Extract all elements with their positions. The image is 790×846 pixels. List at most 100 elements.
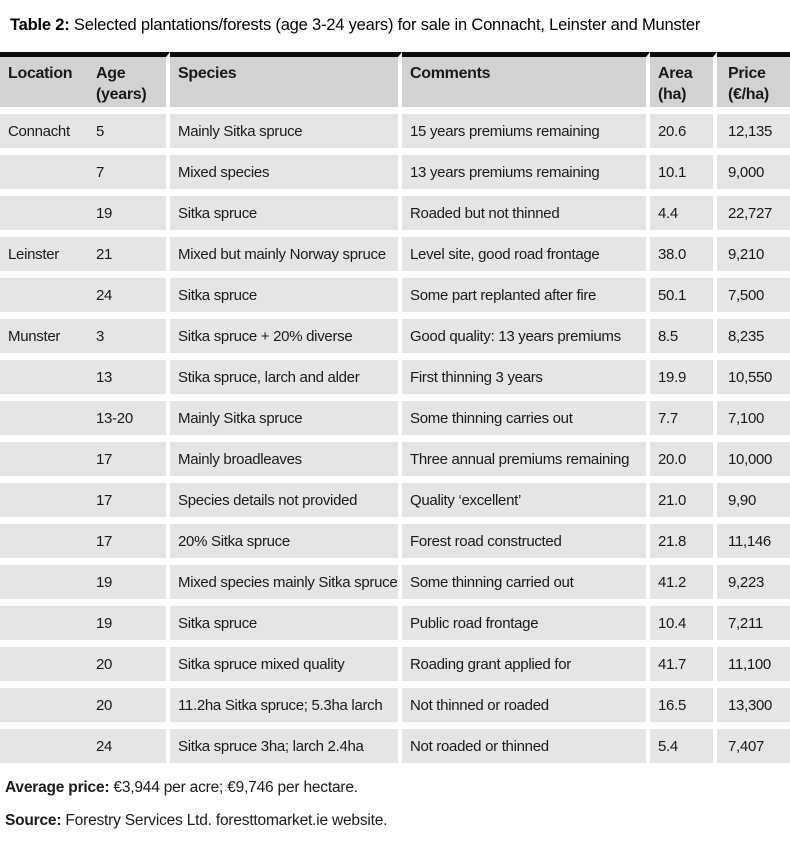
average-price-text: €3,944 per acre; €9,746 per hectare.	[109, 778, 358, 796]
cell-age: 5	[88, 114, 170, 148]
cell-species: Mainly broadleaves	[170, 442, 402, 476]
cell-age: 24	[88, 729, 170, 763]
cell-area: 19.9	[650, 360, 717, 394]
cell-comments: Roading grant applied for	[402, 647, 650, 681]
cell-area: 7.7	[650, 401, 717, 435]
cell-area: 41.2	[650, 565, 717, 599]
cell-comments: Some thinning carries out	[402, 401, 650, 435]
header-area-line2: (ha)	[658, 85, 687, 103]
table-body: Connacht 5 Mainly Sitka spruce 15 years pre…	[0, 114, 790, 763]
table-row: 13-20 Mainly Sitka spruce Some thinning ca…	[0, 401, 790, 435]
table-row: Munster 3 Sitka spruce + 20% diverse Good q…	[0, 319, 790, 353]
table-footer: Average price: €3,944 per acre; €9,746 p…	[0, 779, 790, 831]
cell-comments: Not thinned or roaded	[402, 688, 650, 722]
cell-location	[0, 442, 88, 476]
cell-species: Mainly Sitka spruce	[170, 114, 402, 148]
cell-location	[0, 155, 88, 189]
cell-age: 21	[88, 237, 170, 271]
header-price-line1: Price	[728, 65, 766, 82]
cell-price: 11,146	[717, 524, 790, 558]
header-cell-location: Location	[0, 52, 88, 107]
cell-comments: Three annual premiums remaining	[402, 442, 650, 476]
table-title: Table 2: Selected plantations/forests (a…	[0, 0, 790, 35]
cell-age: 7	[88, 155, 170, 189]
cell-price: 10,550	[717, 360, 790, 394]
plantations-table: Location Age (years) Species Comments Ar…	[0, 52, 790, 763]
cell-price: 7,211	[717, 606, 790, 640]
cell-area: 20.6	[650, 114, 717, 148]
table-row: Leinster 21 Mixed but mainly Norway spruce…	[0, 237, 790, 271]
cell-comments: Good quality: 13 years premiums	[402, 319, 650, 353]
cell-species: Sitka spruce	[170, 606, 402, 640]
table-title-text: Selected plantations/forests (age 3-24 y…	[69, 16, 701, 34]
header-location-line1: Location	[8, 65, 73, 82]
cell-location	[0, 196, 88, 230]
cell-location: Leinster	[0, 237, 88, 271]
cell-species: Mixed but mainly Norway spruce	[170, 237, 402, 271]
cell-species: Sitka spruce mixed quality	[170, 647, 402, 681]
table-row: 7 Mixed species 13 years premiums remainin…	[0, 155, 790, 189]
cell-area: 4.4	[650, 196, 717, 230]
cell-age: 13-20	[88, 401, 170, 435]
header-species-line1: Species	[178, 65, 237, 82]
header-cell-price: Price (€/ha)	[717, 52, 790, 107]
table-row: 24 Sitka spruce 3ha; larch 2.4ha Not roade…	[0, 729, 790, 763]
cell-species: Mixed species	[170, 155, 402, 189]
cell-species: 11.2ha Sitka spruce; 5.3ha larch	[170, 688, 402, 722]
cell-species: Sitka spruce	[170, 196, 402, 230]
source-text: Forestry Services Ltd. foresttomarket.ie…	[61, 812, 388, 829]
cell-age: 19	[88, 196, 170, 230]
cell-location	[0, 729, 88, 763]
cell-age: 13	[88, 360, 170, 394]
cell-area: 8.5	[650, 319, 717, 353]
table-row: 19 Sitka spruce Roaded but not thinned 4.4 2…	[0, 196, 790, 230]
cell-price: 9,000	[717, 155, 790, 189]
cell-species: Sitka spruce 3ha; larch 2.4ha	[170, 729, 402, 763]
cell-price: 12,135	[717, 114, 790, 148]
cell-location: Munster	[0, 319, 88, 353]
table-row: 20 11.2ha Sitka spruce; 5.3ha larch Not th…	[0, 688, 790, 722]
cell-comments: Quality ‘excellent’	[402, 483, 650, 517]
cell-price: 9,223	[717, 565, 790, 599]
cell-price: 9,90	[717, 483, 790, 517]
average-price-line: Average price: €3,944 per acre; €9,746 p…	[5, 779, 790, 797]
table-row: 19 Mixed species mainly Sitka spruce Some …	[0, 565, 790, 599]
table-row: 20 Sitka spruce mixed quality Roading gran…	[0, 647, 790, 681]
cell-comments: Some thinning carried out	[402, 565, 650, 599]
cell-area: 5.4	[650, 729, 717, 763]
cell-age: 19	[88, 565, 170, 599]
cell-comments: First thinning 3 years	[402, 360, 650, 394]
table-row: 17 20% Sitka spruce Forest road constructe…	[0, 524, 790, 558]
cell-price: 22,727	[717, 196, 790, 230]
cell-area: 50.1	[650, 278, 717, 312]
cell-species: Mixed species mainly Sitka spruce	[170, 565, 402, 599]
cell-species: Sitka spruce	[170, 278, 402, 312]
cell-location	[0, 647, 88, 681]
cell-location	[0, 483, 88, 517]
cell-price: 13,300	[717, 688, 790, 722]
cell-location: Connacht	[0, 114, 88, 148]
cell-location	[0, 401, 88, 435]
cell-area: 10.4	[650, 606, 717, 640]
table-row: 17 Species details not provided Quality ‘e…	[0, 483, 790, 517]
cell-species: 20% Sitka spruce	[170, 524, 402, 558]
cell-price: 7,500	[717, 278, 790, 312]
table-row: 13 Stika spruce, larch and alder First thi…	[0, 360, 790, 394]
header-cell-species: Species	[170, 52, 402, 107]
cell-species: Stika spruce, larch and alder	[170, 360, 402, 394]
source-line: Source: Forestry Services Ltd. foresttom…	[5, 812, 790, 830]
cell-location	[0, 360, 88, 394]
cell-area: 41.7	[650, 647, 717, 681]
cell-comments: 13 years premiums remaining	[402, 155, 650, 189]
cell-location	[0, 565, 88, 599]
header-cell-age: Age (years)	[88, 52, 170, 107]
cell-price: 9,210	[717, 237, 790, 271]
cell-location	[0, 688, 88, 722]
cell-area: 21.0	[650, 483, 717, 517]
cell-area: 16.5	[650, 688, 717, 722]
cell-comments: Some part replanted after fire	[402, 278, 650, 312]
cell-age: 17	[88, 483, 170, 517]
table-row: Connacht 5 Mainly Sitka spruce 15 years pre…	[0, 114, 790, 148]
cell-location	[0, 524, 88, 558]
